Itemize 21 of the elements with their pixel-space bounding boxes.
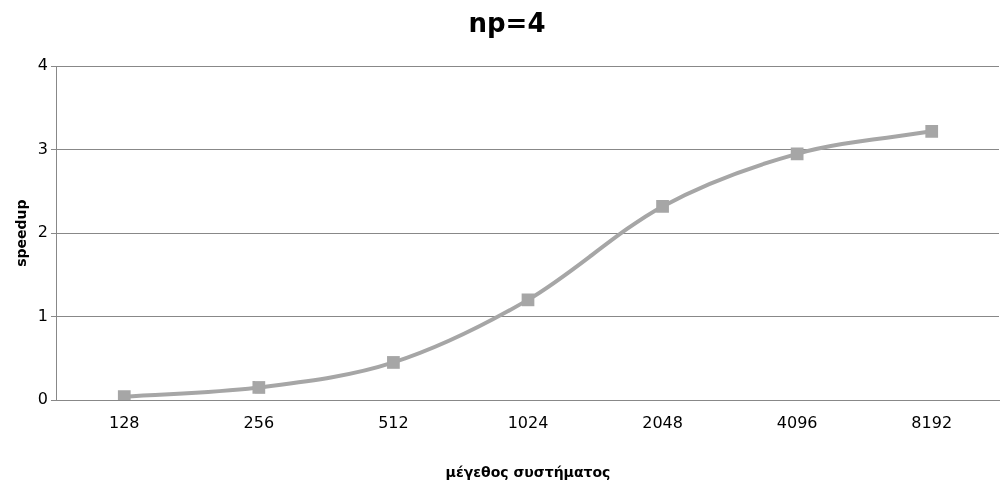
y-tick-label: 2 bbox=[37, 222, 48, 242]
point bbox=[790, 147, 804, 161]
x-tick-label: 128 bbox=[108, 412, 140, 432]
x-tick-label: 256 bbox=[243, 412, 275, 432]
x-tick-label: 8192 bbox=[911, 412, 953, 432]
point bbox=[521, 293, 535, 307]
x-tick-label: 1024 bbox=[507, 412, 549, 432]
y-axis-title: speedup bbox=[13, 199, 30, 267]
x-tick-label: 2048 bbox=[642, 412, 683, 432]
x-tick-label: 4096 bbox=[776, 412, 818, 432]
point bbox=[925, 124, 939, 138]
point bbox=[387, 356, 400, 369]
y-tick-label: 1 bbox=[37, 305, 48, 325]
x-tick-label: 512 bbox=[378, 412, 409, 432]
y-tick-label: 3 bbox=[37, 138, 48, 158]
y-tick-label: 0 bbox=[37, 389, 48, 409]
point bbox=[252, 381, 266, 394]
y-tick-label: 4 bbox=[37, 55, 48, 75]
chart-title: np=4 bbox=[468, 8, 546, 39]
point bbox=[656, 200, 669, 213]
x-axis-title: μέγεθος συστήματος bbox=[445, 464, 611, 481]
